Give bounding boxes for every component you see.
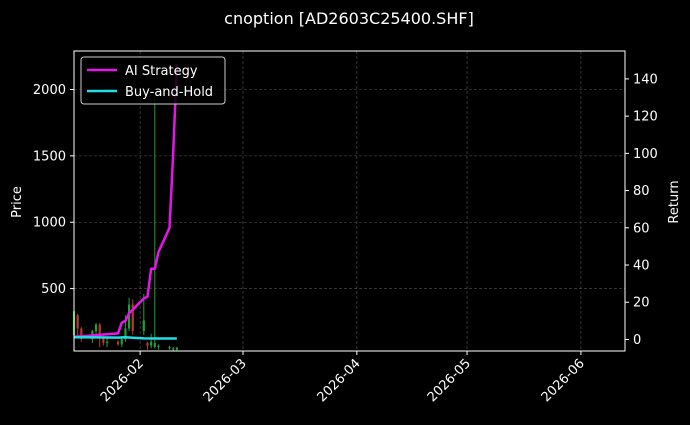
candle: [76, 313, 79, 336]
candle-body: [124, 328, 127, 340]
candle-body: [105, 341, 109, 344]
x-tick-label: 2026-03: [201, 356, 250, 405]
grid-layer: [74, 51, 625, 351]
x-tick-label: 2026-06: [539, 356, 588, 405]
y-left-tick-label: 1500: [33, 149, 66, 164]
y-right-tick-label: 80: [633, 184, 650, 199]
y-right-tick-label: 120: [633, 110, 658, 125]
y-right-tick-label: 0: [633, 333, 641, 348]
y-right-tick-label: 140: [633, 72, 658, 87]
x-tick-label: 2026-02: [98, 356, 147, 405]
candle-body: [131, 304, 134, 332]
series-layer: [74, 63, 179, 340]
legend: AI Strategy Buy-and-Hold: [80, 56, 226, 105]
plot-frame: [73, 50, 626, 352]
candle: [105, 337, 109, 348]
candle: [146, 341, 149, 350]
y-axis-left-label: Price: [10, 186, 25, 218]
candle-body: [120, 339, 123, 345]
candle-body: [153, 343, 156, 348]
y-left-tick-label: 2000: [33, 83, 66, 98]
candle-body: [168, 347, 171, 349]
candle-body: [157, 345, 160, 348]
y-axis-right-label: Return: [667, 180, 682, 223]
series-line-ai-strategy: [74, 63, 179, 338]
candle: [142, 293, 145, 336]
candle: [150, 333, 153, 349]
candle-body: [94, 324, 98, 332]
candle-body: [142, 320, 145, 332]
candle: [131, 299, 134, 336]
x-tick-label: 2026-05: [425, 356, 474, 405]
series-line-buy-and-hold: [74, 335, 177, 340]
candle: [168, 345, 171, 350]
candlestick-layer: [72, 97, 178, 351]
candle: [172, 347, 175, 351]
y-left-tick-label: 500: [41, 282, 66, 297]
y-left-tick-label: 1000: [33, 216, 66, 231]
candle-body: [175, 347, 178, 350]
y-right-tick-label: 60: [633, 221, 650, 236]
candle: [80, 327, 83, 342]
candle-body: [150, 341, 153, 346]
chart-title: cnoption [AD2603C25400.SHF]: [224, 9, 474, 28]
candle: [120, 337, 123, 348]
y-right-tick-label: 100: [633, 147, 658, 162]
candle-body: [127, 304, 131, 329]
candle-body: [102, 337, 105, 344]
legend-label-ai-strategy: AI Strategy: [125, 64, 198, 79]
candle: [175, 347, 178, 351]
legend-label-buy-and-hold: Buy-and-Hold: [125, 85, 213, 100]
candle-body: [76, 315, 79, 329]
candle: [94, 323, 98, 336]
candle: [157, 344, 160, 350]
candle-body: [80, 328, 83, 340]
candle-body: [98, 324, 101, 338]
x-tick-label: 2026-04: [315, 356, 364, 405]
candle: [116, 340, 120, 346]
candle-body: [172, 348, 175, 350]
candle-body: [116, 341, 120, 345]
axis-layer: 2026-02 2026-03 2026-04 2026-05 2026-06 500 10…: [33, 72, 658, 405]
candle: [153, 97, 156, 349]
y-right-tick-label: 20: [633, 296, 650, 311]
y-right-tick-label: 40: [633, 259, 650, 274]
candle-body: [146, 343, 149, 346]
